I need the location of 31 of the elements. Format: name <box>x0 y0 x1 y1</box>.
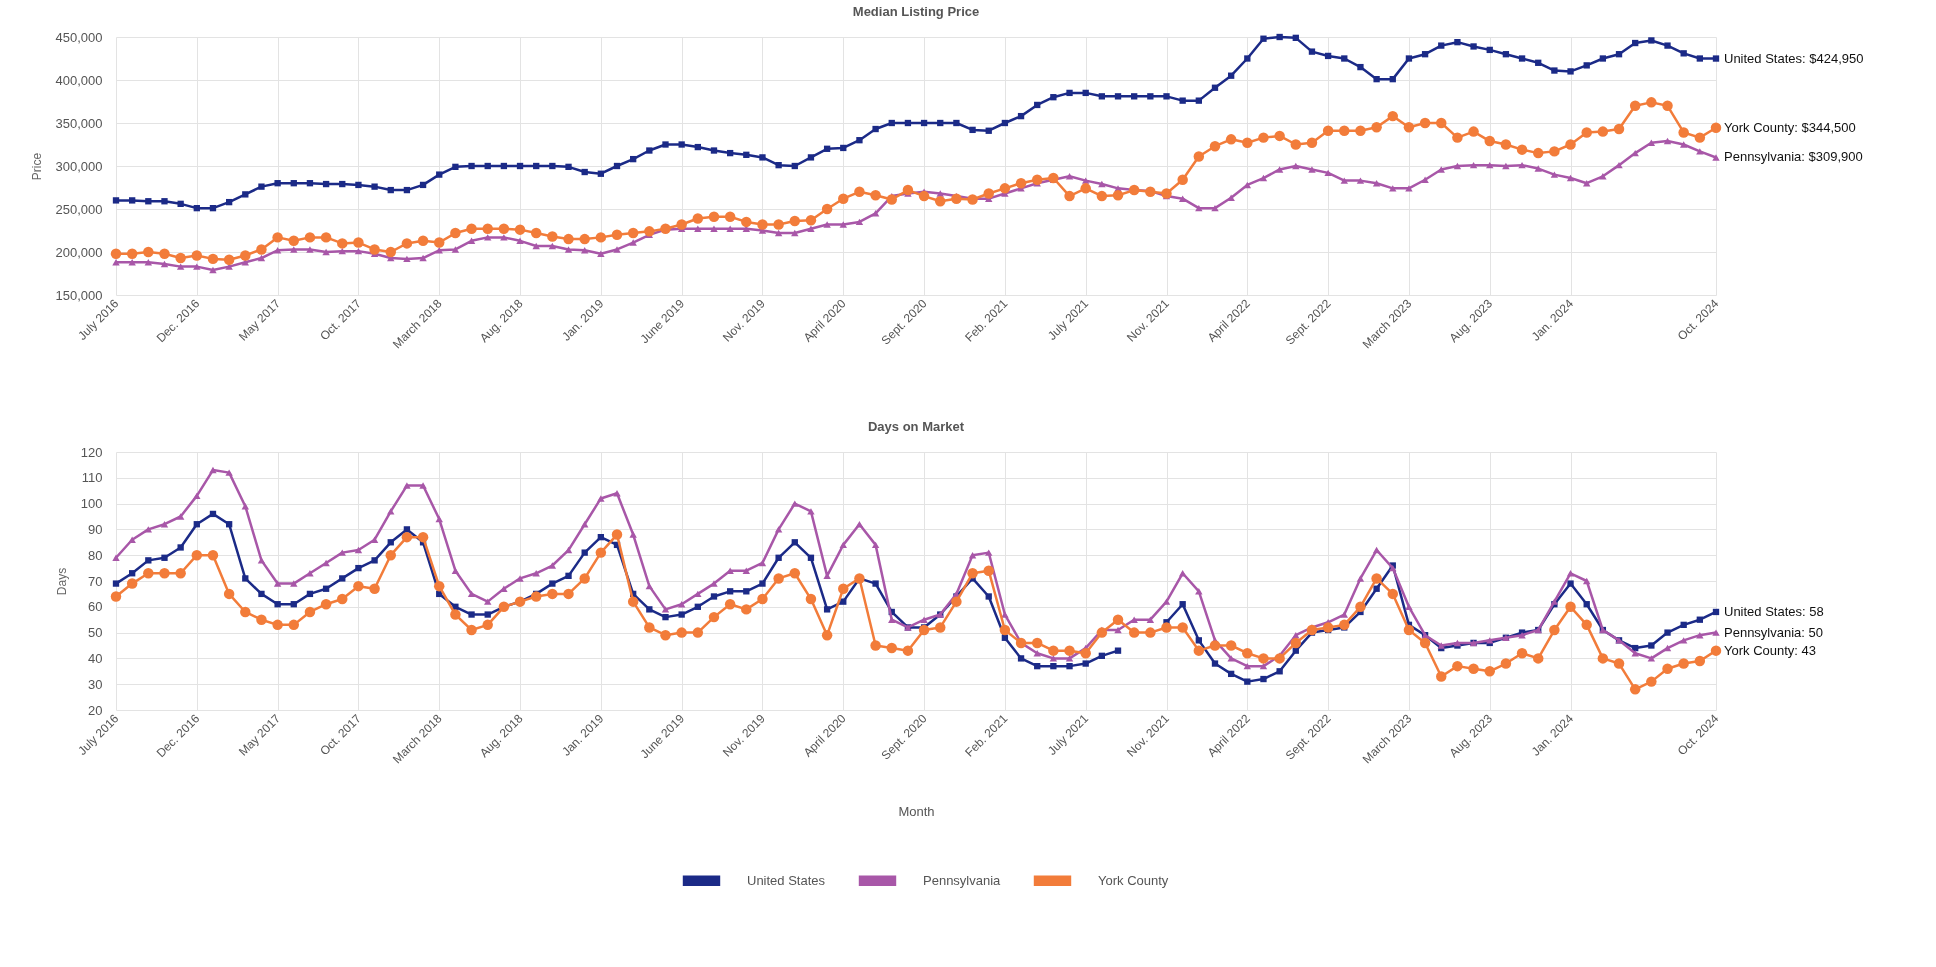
y-tick-label: 50 <box>88 625 103 641</box>
y-tick-label: 350,000 <box>55 115 103 131</box>
legend-label: Pennsylvania <box>923 872 1002 888</box>
annotation: Pennsylvania: $309,900 <box>1724 149 1863 165</box>
annotation: York County: 43 <box>1724 642 1817 658</box>
y-tick-label: 70 <box>88 573 103 589</box>
y-tick-label: 20 <box>88 702 103 718</box>
annotation: Pennsylvania: 50 <box>1724 624 1824 640</box>
annotation: York County: $344,500 <box>1724 119 1856 135</box>
y-tick-label: 80 <box>88 547 103 563</box>
chart-title: Median Listing Price <box>852 4 980 19</box>
y-tick-label: 200,000 <box>55 244 103 260</box>
y-tick-label: 90 <box>88 521 103 537</box>
x-axis-title: Month <box>898 803 935 819</box>
y-tick-label: 40 <box>88 650 103 666</box>
y-tick-label: 30 <box>88 676 103 692</box>
y-axis-title: Price <box>29 152 44 181</box>
y-tick-label: 400,000 <box>55 72 103 88</box>
y-tick-label: 100 <box>80 496 103 512</box>
y-axis-title: Days <box>54 567 69 596</box>
chart-title: Days on Market <box>867 419 965 434</box>
y-tick-label: 110 <box>81 470 103 486</box>
annotation: United States: 58 <box>1724 603 1824 619</box>
legend-label: York County <box>1098 872 1169 888</box>
annotation: United States: $424,950 <box>1724 50 1864 66</box>
legend-label: United States <box>747 872 826 888</box>
y-tick-label: 60 <box>88 599 103 615</box>
y-tick-label: 120 <box>80 444 103 460</box>
y-tick-label: 300,000 <box>55 158 103 174</box>
y-tick-label: 450,000 <box>55 29 103 45</box>
y-tick-label: 250,000 <box>55 201 103 217</box>
